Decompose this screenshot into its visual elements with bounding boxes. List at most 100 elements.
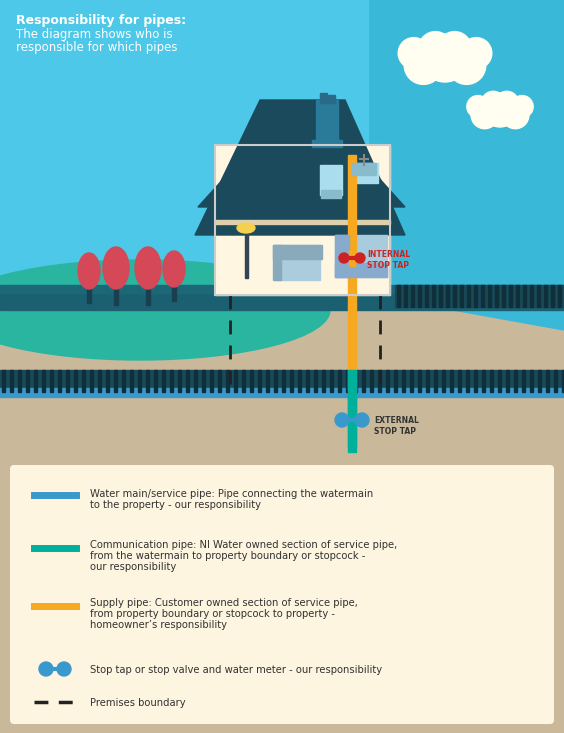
Bar (335, 263, 387, 277)
Bar (439, 285, 442, 307)
Circle shape (481, 92, 505, 115)
Bar (426, 370, 429, 392)
Bar (90, 370, 93, 392)
Bar (130, 370, 133, 392)
Bar (522, 370, 525, 392)
Bar (10, 370, 13, 392)
Bar (138, 370, 141, 392)
Bar (106, 370, 109, 392)
Bar (245, 230, 248, 278)
Bar (42, 370, 45, 392)
Bar (432, 285, 435, 307)
Bar (450, 370, 453, 392)
Bar (146, 370, 149, 392)
Bar (467, 285, 470, 307)
Bar (348, 370, 356, 400)
Bar (402, 370, 405, 392)
Bar (330, 370, 333, 392)
Bar (242, 370, 245, 392)
Bar (266, 370, 269, 392)
Bar (0, 295, 564, 733)
Bar (348, 295, 356, 390)
Bar (320, 165, 342, 195)
Bar (34, 370, 37, 392)
Bar (434, 370, 437, 392)
Bar (530, 285, 533, 307)
Bar (328, 95, 335, 103)
Circle shape (438, 32, 472, 65)
Bar (2, 370, 5, 392)
Text: The diagram shows who is: The diagram shows who is (16, 28, 173, 41)
Ellipse shape (78, 253, 100, 289)
Text: Water main/service pipe: Pipe connecting the watermain: Water main/service pipe: Pipe connecting… (90, 489, 373, 499)
Circle shape (421, 34, 469, 82)
Circle shape (447, 46, 486, 84)
Bar (370, 370, 373, 392)
Bar (554, 370, 557, 392)
Bar (509, 285, 512, 307)
Bar (215, 145, 390, 295)
Bar (226, 370, 229, 392)
Bar (514, 370, 517, 392)
Bar (453, 285, 456, 307)
Circle shape (511, 95, 533, 118)
Bar (378, 370, 381, 392)
Bar (18, 370, 21, 392)
Bar (551, 285, 554, 307)
Bar (186, 370, 189, 392)
Bar (82, 370, 85, 392)
Ellipse shape (0, 260, 330, 360)
Text: INTERNAL
STOP TAP: INTERNAL STOP TAP (367, 250, 410, 270)
Circle shape (461, 37, 492, 69)
Bar (275, 245, 320, 280)
Bar (114, 370, 117, 392)
Circle shape (57, 662, 71, 676)
Bar (321, 190, 341, 198)
Circle shape (355, 413, 369, 427)
Bar (298, 370, 301, 392)
Bar (354, 370, 357, 392)
Bar (466, 370, 469, 392)
Bar (58, 370, 61, 392)
Bar (335, 235, 387, 277)
Bar (474, 370, 477, 392)
Bar (348, 155, 356, 295)
Bar (215, 220, 390, 224)
Bar (537, 285, 540, 307)
Bar (154, 370, 157, 392)
Bar (0, 370, 564, 392)
Bar (338, 370, 341, 392)
Bar (273, 245, 322, 259)
Bar (172, 278, 176, 301)
Bar (516, 285, 519, 307)
Bar (282, 370, 285, 392)
Bar (98, 370, 101, 392)
Bar (194, 370, 197, 392)
Circle shape (335, 413, 349, 427)
Bar (460, 285, 463, 307)
Bar (474, 285, 477, 307)
Bar (502, 285, 505, 307)
Text: responsible for which pipes: responsible for which pipes (16, 41, 178, 54)
Text: Responsibility for pipes:: Responsibility for pipes: (16, 14, 186, 27)
Bar (490, 370, 493, 392)
Text: Premises boundary: Premises boundary (90, 698, 186, 708)
Bar (506, 370, 509, 392)
Bar (349, 408, 355, 432)
Bar (258, 370, 261, 392)
Bar (530, 370, 533, 392)
Bar (386, 370, 389, 392)
Polygon shape (370, 0, 564, 330)
Bar (546, 370, 549, 392)
Bar (122, 370, 125, 392)
Bar (348, 397, 356, 447)
Circle shape (418, 32, 452, 65)
Bar (397, 285, 400, 307)
Bar (394, 370, 397, 392)
Bar (558, 285, 561, 307)
Bar (538, 370, 541, 392)
Bar (170, 370, 173, 392)
Circle shape (467, 95, 489, 118)
Text: from the watermain to property boundary or stopcock -: from the watermain to property boundary … (90, 551, 365, 561)
Bar (0, 285, 564, 293)
